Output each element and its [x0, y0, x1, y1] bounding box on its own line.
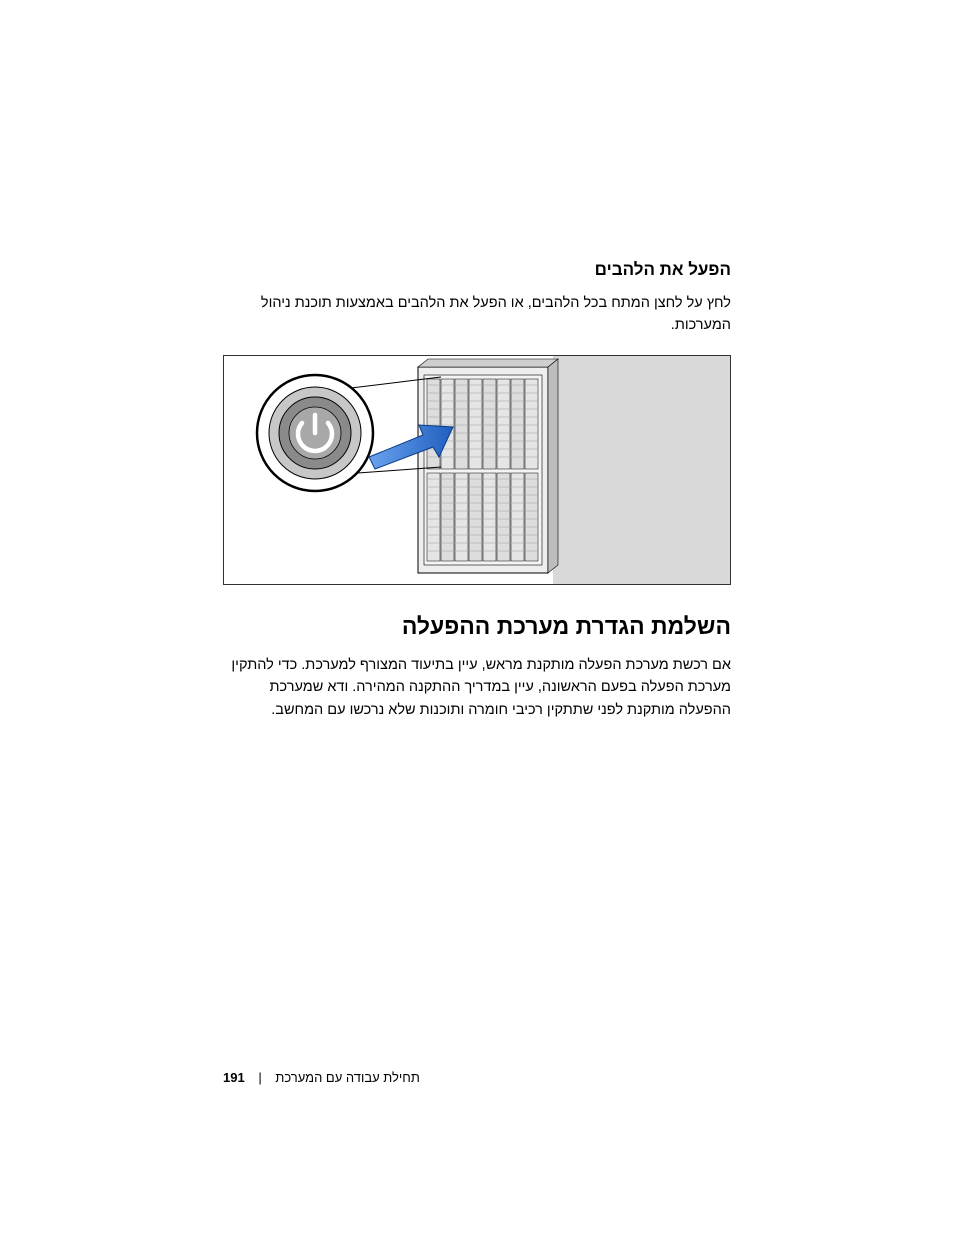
- page-footer: 191 | תחילת עבודה עם המערכת: [223, 1070, 731, 1085]
- section-para-os-setup: אם רכשת מערכת הפעלה מותקנת מראש, עיין בת…: [223, 654, 731, 721]
- figure-svg: [223, 355, 731, 585]
- page-content: הפעל את הלהבים לחץ על לחצן המתח בכל הלהב…: [223, 260, 731, 739]
- power-button-icon: [257, 375, 373, 491]
- figure-blade-power-button: [223, 355, 731, 585]
- section-para-power-on: לחץ על לחצן המתח בכל הלהבים, או הפעל את …: [223, 292, 731, 337]
- footer-separator: |: [258, 1070, 261, 1085]
- section-heading-os-setup: השלמת הגדרת מערכת ההפעלה: [223, 613, 731, 640]
- section-heading-power-on: הפעל את הלהבים: [223, 260, 731, 280]
- page-number: 191: [223, 1070, 245, 1085]
- footer-text: תחילת עבודה עם המערכת: [275, 1070, 420, 1085]
